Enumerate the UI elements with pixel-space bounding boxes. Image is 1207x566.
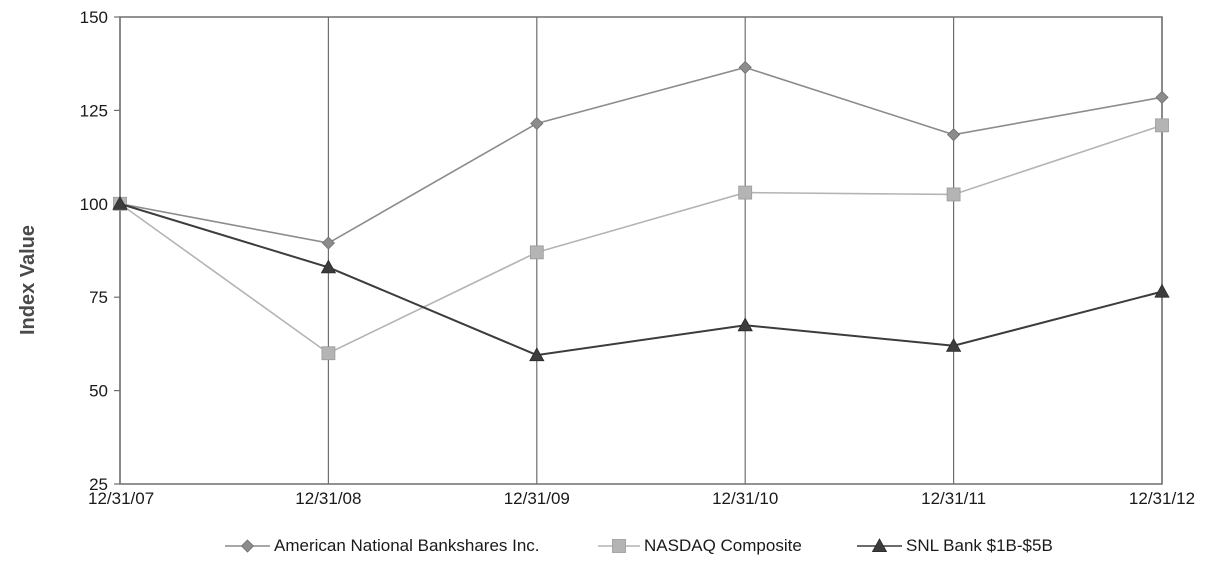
legend-item: SNL Bank $1B-$5B (857, 536, 1053, 555)
y-tick-label: 150 (80, 8, 108, 27)
data-point (1155, 118, 1169, 133)
x-tick-label: 12/31/11 (921, 489, 986, 508)
x-tick-label: 12/31/09 (504, 489, 570, 508)
series-line (119, 202, 1163, 357)
legend-marker (871, 538, 888, 552)
x-tick-label: 12/31/07 (88, 489, 154, 508)
data-point (529, 347, 545, 362)
series-layer (112, 60, 1170, 362)
legend-label: SNL Bank $1B-$5B (906, 536, 1053, 555)
y-tick-label: 100 (80, 195, 108, 214)
legend-marker (240, 539, 255, 553)
legend-label: NASDAQ Composite (644, 536, 802, 555)
y-tick-label: 125 (80, 101, 108, 120)
data-point (737, 317, 753, 332)
y-axis-title: Index Value (17, 225, 39, 335)
data-point (947, 128, 961, 142)
legend: American National Bankshares Inc. NASDAQ … (225, 536, 1053, 555)
series-line (119, 124, 1163, 355)
data-point (530, 116, 544, 131)
legend-label: American National Bankshares Inc. (274, 536, 540, 555)
series-1 (113, 60, 1169, 250)
series-line (119, 66, 1163, 244)
data-point (321, 236, 335, 250)
y-axis-title-group: Index Value (17, 225, 39, 335)
legend-item: American National Bankshares Inc. (225, 536, 540, 555)
y-tick-label: 25 (89, 475, 108, 494)
data-point (945, 337, 962, 352)
data-point (738, 60, 752, 75)
y-axis: 25 50 75 100 125 150 (80, 8, 120, 494)
y-tick-label: 75 (89, 288, 108, 307)
data-point (738, 185, 753, 200)
x-axis: 12/31/07 12/31/08 12/31/09 12/31/10 12/31/11… (88, 17, 1195, 508)
data-point (1154, 283, 1170, 298)
data-point (1155, 90, 1169, 104)
x-tick-label: 12/31/08 (295, 489, 361, 508)
y-tick-label: 50 (89, 382, 108, 401)
data-point (320, 259, 337, 274)
series-3 (112, 195, 1170, 362)
series-2 (113, 118, 1169, 361)
x-tick-label: 12/31/10 (712, 489, 778, 508)
legend-marker (612, 539, 626, 553)
data-point (112, 195, 128, 210)
data-point (946, 187, 961, 202)
legend-item: NASDAQ Composite (598, 536, 802, 555)
x-tick-label: 12/31/12 (1129, 489, 1195, 508)
data-point (529, 245, 544, 260)
data-point (321, 346, 336, 361)
